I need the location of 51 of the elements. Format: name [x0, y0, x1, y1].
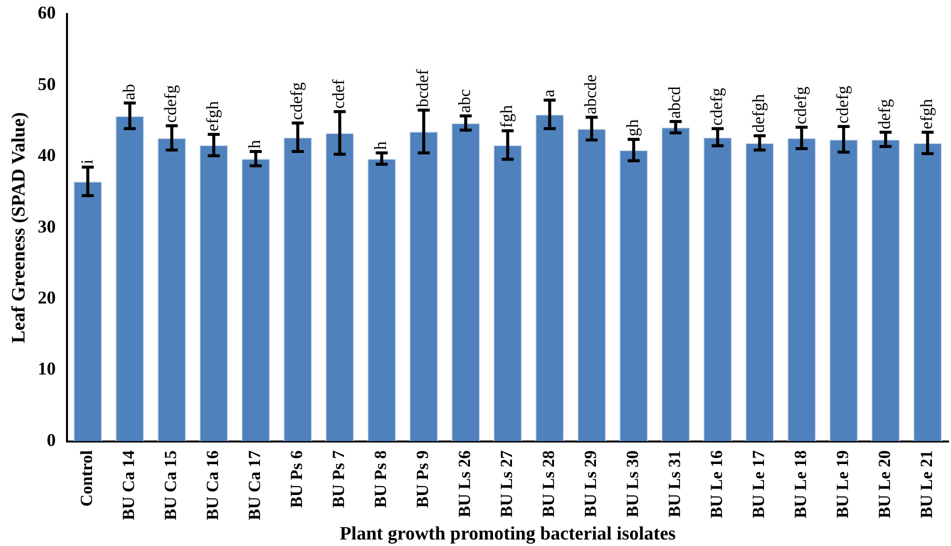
data-label: bcdef — [413, 69, 432, 108]
x-tick-label: BU Ps 8 — [371, 450, 390, 508]
x-tick-label: BU Ps 7 — [329, 450, 348, 508]
y-tick-label: 10 — [38, 358, 56, 379]
data-label: gh — [623, 118, 642, 136]
x-tick-label: BU Ca 14 — [119, 450, 138, 520]
x-tick-label: BU Ls 30 — [623, 450, 642, 518]
data-label: a — [539, 89, 558, 98]
x-tick-label: BU Ls 27 — [497, 450, 516, 518]
y-tick-label: 20 — [38, 288, 56, 308]
data-label: h — [371, 140, 390, 150]
data-label: fgh — [497, 104, 516, 128]
x-tick-label: BU Ca 15 — [161, 450, 180, 520]
data-label: i — [77, 159, 96, 164]
y-tick-label: 0 — [46, 430, 56, 450]
x-tick-label: BU Ls 29 — [581, 450, 600, 518]
data-label: cdefg — [161, 84, 180, 123]
data-label: efgh — [203, 100, 222, 132]
data-label: cdef — [329, 78, 348, 109]
data-label: efgh — [917, 98, 936, 130]
data-label: abcd — [665, 86, 684, 119]
data-label: abcde — [581, 74, 600, 114]
data-label: h — [245, 139, 264, 148]
x-tick-label: BU Ca 16 — [203, 450, 222, 520]
y-tick-label: 40 — [38, 145, 56, 166]
x-tick-label: BU Ls 31 — [665, 450, 684, 518]
data-label: defgh — [749, 94, 768, 133]
y-tick-label: 30 — [38, 216, 56, 236]
y-tick-label: 50 — [38, 74, 56, 94]
x-tick-label: BU Le 16 — [707, 450, 726, 518]
x-tick-label: BU Ps 6 — [287, 450, 306, 508]
data-label: ab — [119, 84, 138, 100]
data-label: cdefg — [707, 87, 726, 126]
x-tick-label: BU Le 21 — [916, 450, 936, 518]
x-axis-title: Plant growth promoting bacterial isolates — [340, 524, 676, 545]
data-label: cdefg — [791, 86, 810, 124]
x-tick-label: BU Le 19 — [833, 450, 852, 518]
x-tick-label: BU Ls 28 — [539, 450, 558, 518]
x-tick-label: BU Ps 9 — [413, 450, 432, 508]
x-tick-label: BU Le 18 — [791, 450, 810, 518]
data-label: abc — [455, 88, 474, 113]
y-tick-label: 60 — [38, 2, 56, 23]
x-tick-label: BU Ls 26 — [455, 450, 474, 518]
x-tick-label: BU Le 17 — [749, 450, 768, 518]
y-axis-title: Leaf Greeness (SPAD Value) — [8, 112, 30, 344]
x-tick-label: Control — [77, 450, 96, 507]
x-tick-label: BU Le 20 — [875, 450, 894, 518]
data-label: defg — [875, 98, 894, 130]
x-tick-label: BU Ca 17 — [245, 450, 264, 520]
data-label: cdefg — [287, 82, 306, 120]
data-label: cdefg — [833, 85, 852, 124]
